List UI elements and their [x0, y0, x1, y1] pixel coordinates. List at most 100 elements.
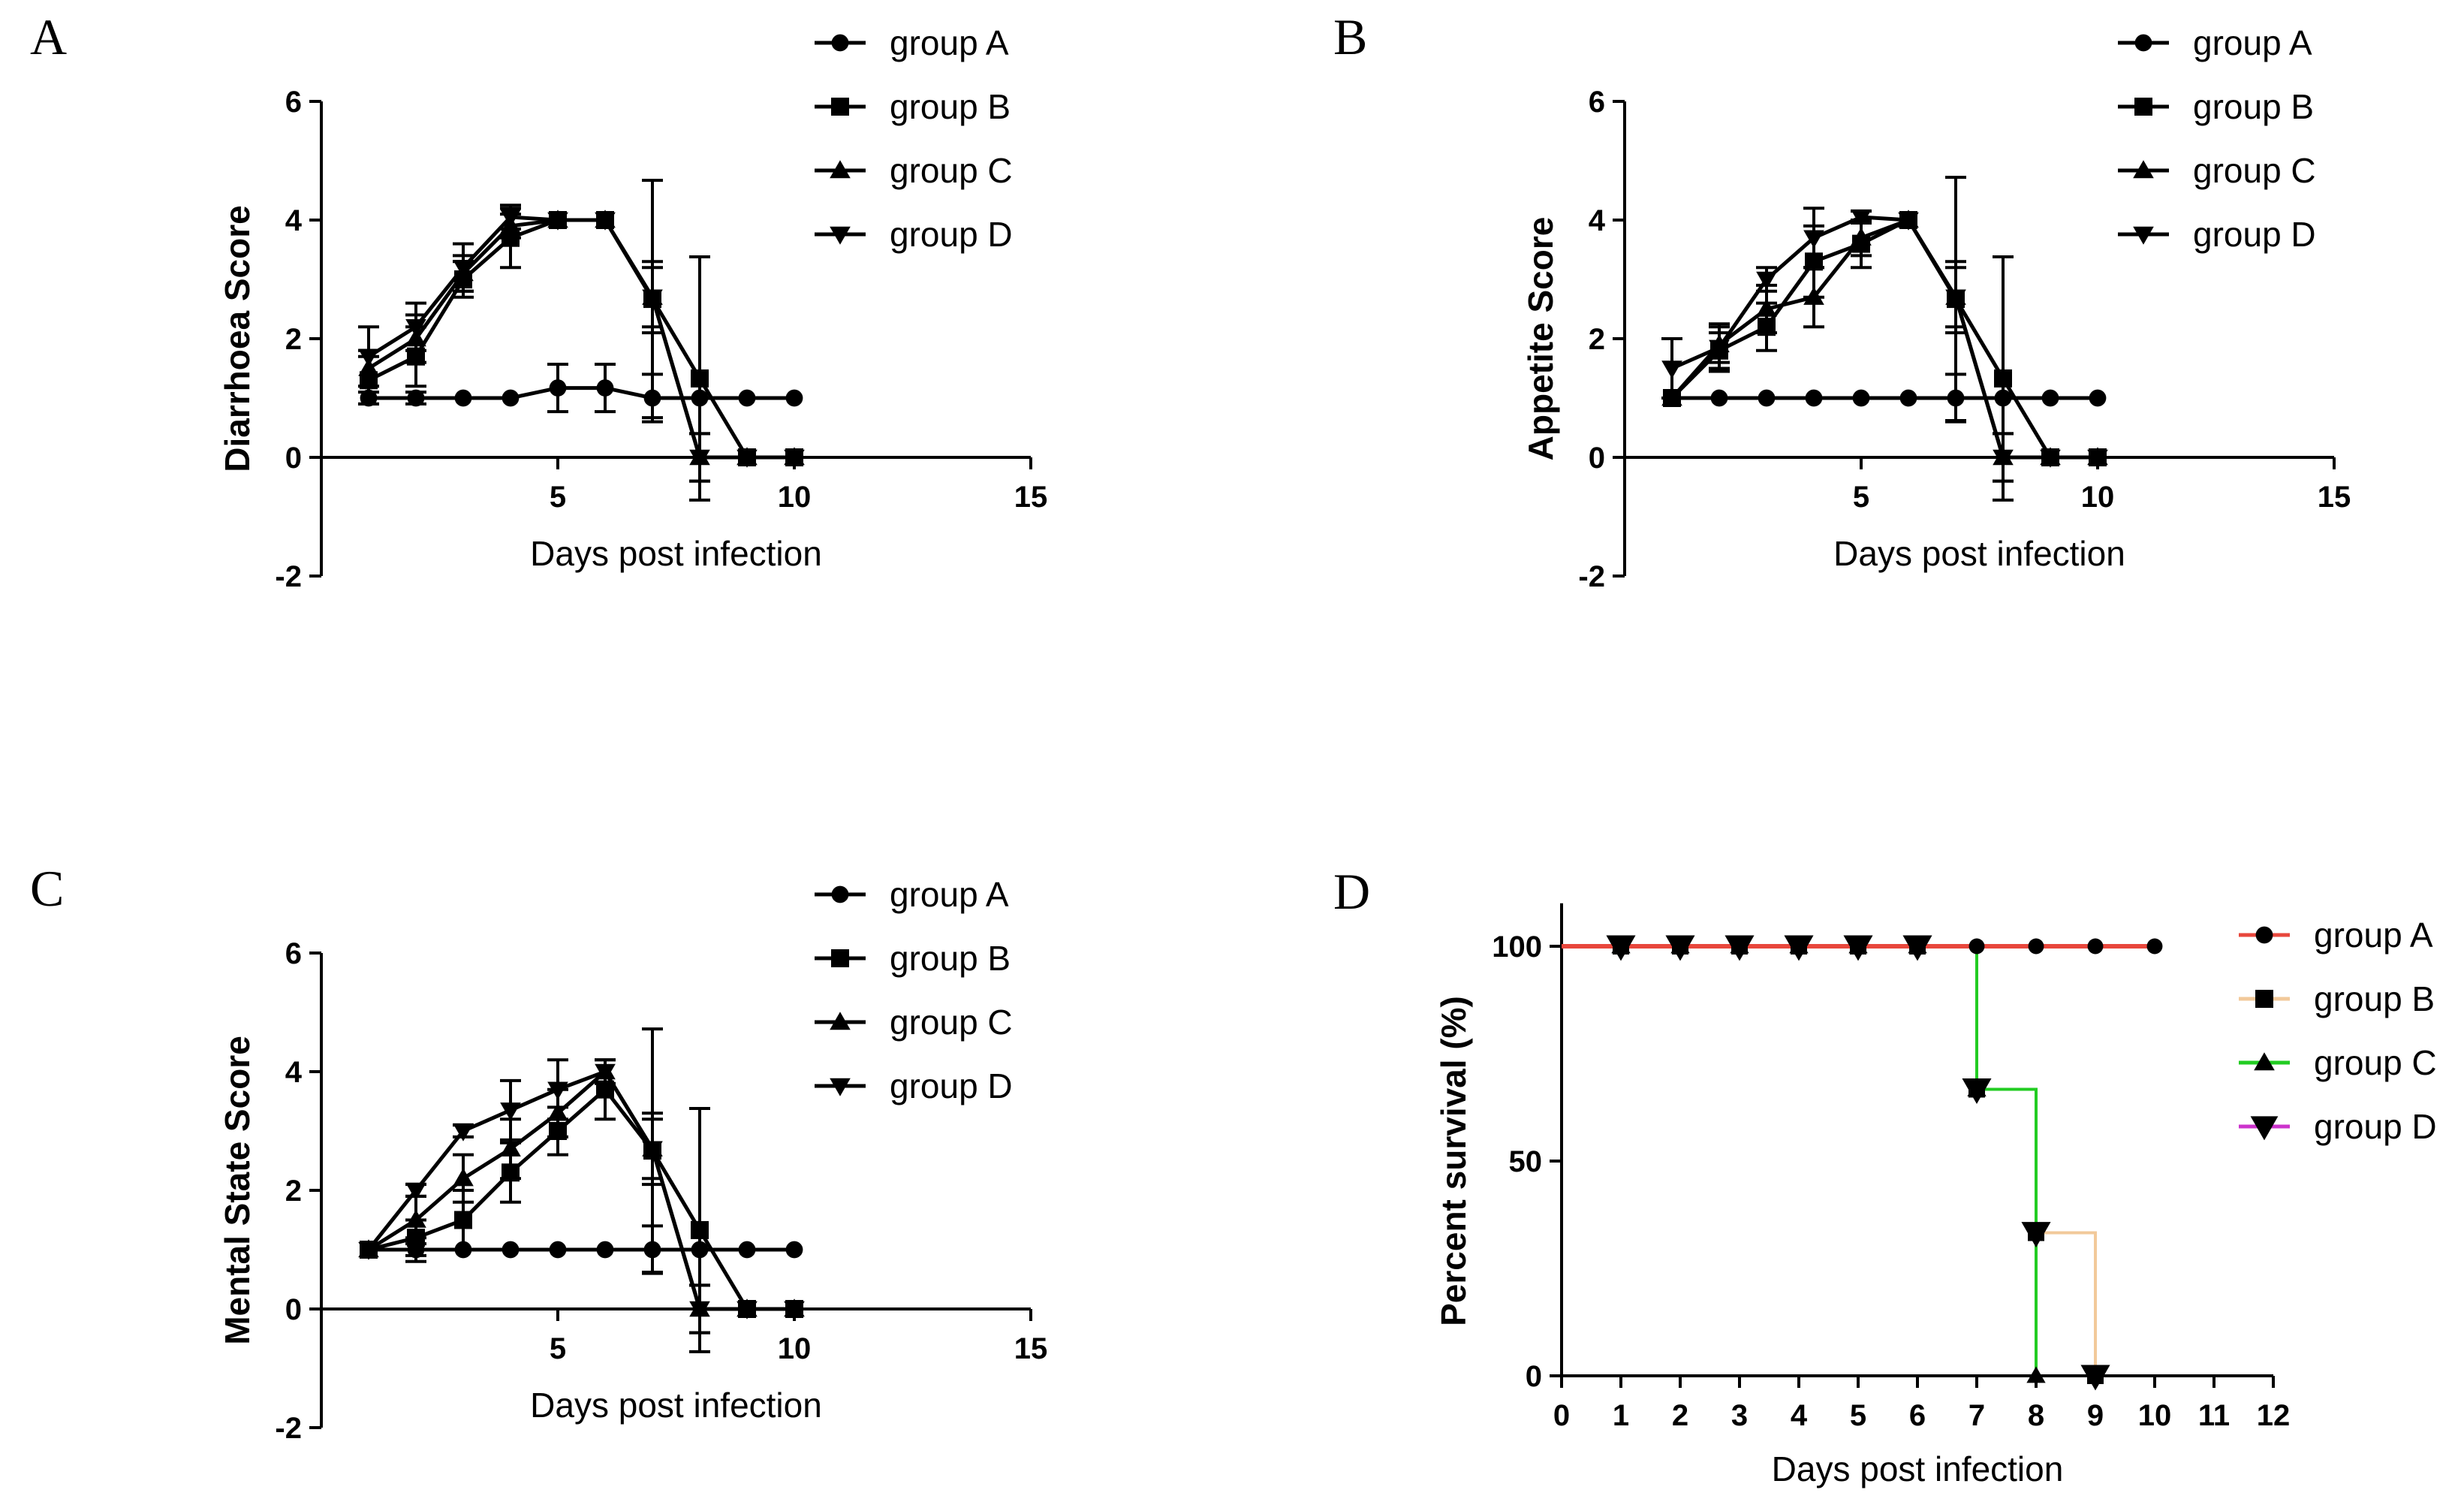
y-tick-label-a: 0 — [285, 442, 302, 475]
x-tick-label-b: 10 — [2081, 481, 2115, 514]
legend-item-c-2: group B — [815, 939, 1011, 978]
y-axis-label-d: Percent survival (%) — [1434, 996, 1473, 1326]
data-point — [2087, 938, 2104, 955]
y-axis-label-a: Diarrhoea Score — [218, 205, 257, 472]
data-point — [1945, 289, 1966, 308]
data-point — [2028, 938, 2044, 955]
y-tick-label-a: 2 — [285, 323, 302, 356]
data-point — [2041, 389, 2059, 407]
data-point — [595, 1063, 616, 1082]
legend-marker — [2133, 226, 2154, 245]
x-tick-label-d: 8 — [2028, 1399, 2044, 1432]
data-point — [1851, 209, 1872, 228]
series-c-2 — [360, 1027, 803, 1353]
data-point — [405, 319, 426, 337]
legend-label: group A — [890, 23, 1009, 62]
data-point — [454, 1211, 472, 1229]
series-b-1 — [1663, 372, 2107, 424]
legend-marker — [2133, 160, 2154, 179]
data-point — [736, 1301, 758, 1320]
y-tick-label-c: 6 — [285, 937, 302, 970]
x-tick-label-c: 5 — [550, 1332, 566, 1365]
legend-label: group B — [2193, 87, 2314, 126]
legend-item-c-1: group A — [815, 875, 1009, 914]
data-point — [1710, 389, 1728, 407]
legend-marker — [831, 98, 849, 116]
x-tick-label-d: 1 — [1613, 1399, 1629, 1432]
data-point — [1672, 938, 1688, 955]
x-tick-label-a: 10 — [778, 481, 812, 514]
data-point — [1850, 938, 1866, 955]
x-tick-label-d: 9 — [2087, 1399, 2104, 1432]
data-point — [547, 1081, 568, 1100]
x-axis-label-b: Days post infection — [1833, 534, 2125, 573]
x-tick-label-d: 12 — [2257, 1399, 2291, 1432]
legend-marker — [831, 34, 849, 52]
data-point — [1756, 298, 1777, 317]
data-point — [549, 379, 567, 397]
data-point — [784, 1301, 805, 1320]
x-axis-label-a: Days post infection — [530, 534, 822, 573]
series-a-2 — [358, 179, 803, 502]
data-point — [642, 289, 663, 308]
series-line — [367, 218, 794, 460]
panel-a: A -2 0 2 4 6 5 10 15 Days post infection Diarrhoea… — [30, 8, 1047, 593]
data-point — [2089, 389, 2107, 407]
data-point — [596, 1241, 614, 1259]
data-point — [1851, 227, 1872, 246]
series-line — [367, 1069, 794, 1311]
legend-marker — [2254, 1052, 2275, 1071]
legend-marker — [830, 160, 851, 179]
panel-b: B -2 0 2 4 6 5 10 15 Days post infection Appetite … — [1333, 8, 2351, 593]
y-tick-label-c: 2 — [285, 1175, 302, 1208]
legend-marker — [831, 949, 849, 967]
series-a-1 — [358, 362, 803, 424]
legend-marker — [830, 1012, 851, 1030]
data-point — [358, 1241, 379, 1260]
legend-item-a-4: group D — [815, 215, 1013, 254]
markers-d-3 — [1611, 936, 2046, 1383]
legend-label: group C — [890, 151, 1013, 190]
y-tick-label-c: 4 — [285, 1056, 303, 1089]
x-tick-label-d: 0 — [1553, 1399, 1570, 1432]
data-point — [691, 369, 709, 388]
legend-marker — [830, 226, 851, 245]
data-point — [2040, 449, 2061, 468]
y-tick-label-d: 0 — [1526, 1360, 1542, 1393]
data-point — [1803, 230, 1824, 249]
legend-item-a-1: group A — [815, 23, 1009, 62]
survival-step-line — [1562, 945, 2038, 1376]
y-axis-label-c: Mental State Score — [218, 1036, 257, 1345]
data-point — [453, 1123, 474, 1142]
legend-label: group C — [2193, 151, 2316, 190]
data-point — [785, 1241, 803, 1259]
data-point — [736, 449, 758, 468]
series-line — [367, 1069, 794, 1311]
data-point — [2026, 1366, 2046, 1383]
legend-item-a-2: group B — [815, 87, 1011, 126]
data-point — [1899, 389, 1917, 407]
legend-item-b-2: group B — [2118, 87, 2314, 126]
y-tick-label-c: 0 — [285, 1293, 302, 1326]
markers-d-4 — [1606, 935, 2110, 1391]
legend-item-d-1: group A — [2239, 915, 2433, 955]
data-point — [784, 449, 805, 468]
data-point — [1909, 938, 1926, 955]
x-tick-label-d: 2 — [1672, 1399, 1688, 1432]
panel-letter-b: B — [1333, 8, 1367, 65]
data-point — [1613, 938, 1629, 955]
data-point — [596, 379, 614, 397]
series-line — [1670, 217, 2098, 460]
legend-label: group D — [2193, 215, 2316, 254]
series-b-4 — [1661, 207, 2108, 483]
data-point — [738, 389, 756, 407]
series-line — [1670, 217, 2098, 460]
legend-marker — [831, 885, 849, 903]
x-tick-label-d: 10 — [2138, 1399, 2172, 1432]
data-point — [738, 1241, 756, 1259]
x-tick-label-b: 15 — [2318, 481, 2351, 514]
data-point — [2087, 449, 2108, 468]
data-point — [1994, 369, 2012, 388]
data-point — [407, 389, 425, 407]
x-tick-label-d: 5 — [1850, 1399, 1866, 1432]
